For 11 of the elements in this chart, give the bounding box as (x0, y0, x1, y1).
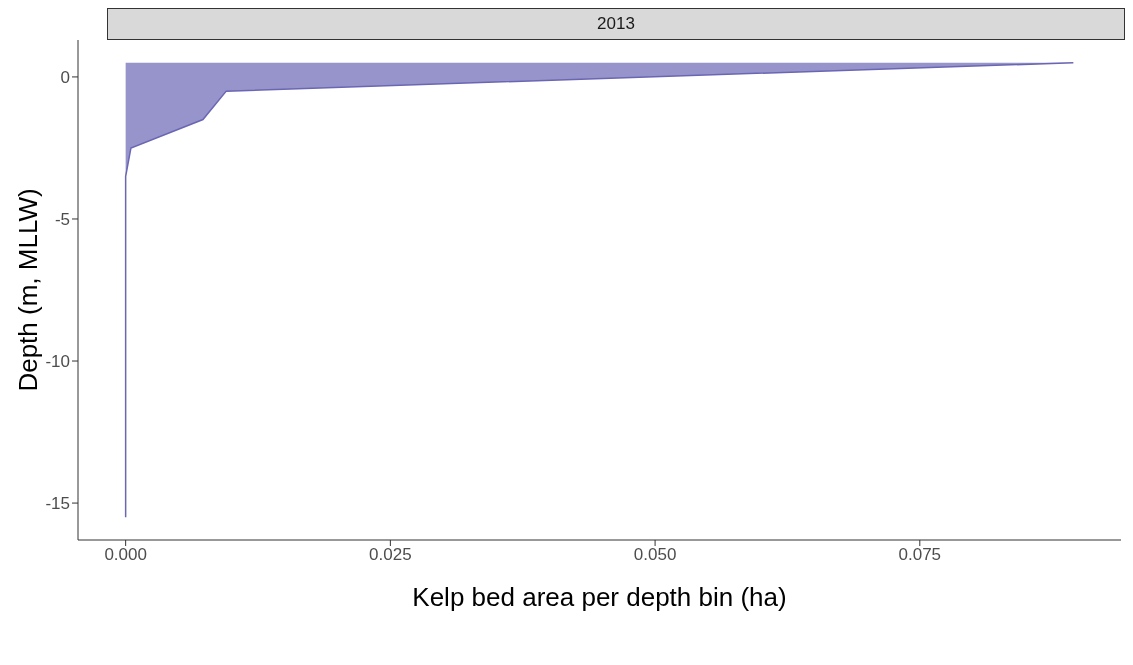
y-tick-label: 0 (60, 67, 70, 87)
y-tick-label: -5 (54, 210, 70, 230)
y-tick-label: -10 (45, 352, 70, 372)
x-tick-label: 0.000 (104, 545, 147, 565)
x-tick-label: 0.075 (898, 545, 942, 565)
x-tick-label: 0.050 (633, 545, 677, 565)
x-tick-label: 0.025 (369, 545, 412, 565)
y-tick-label: -15 (45, 494, 70, 514)
chart-title: 2013 (107, 8, 1125, 40)
y-axis-title: Depth (m, MLLW) (13, 188, 44, 392)
x-axis-title: Kelp bed area per depth bin (ha) (412, 582, 787, 613)
